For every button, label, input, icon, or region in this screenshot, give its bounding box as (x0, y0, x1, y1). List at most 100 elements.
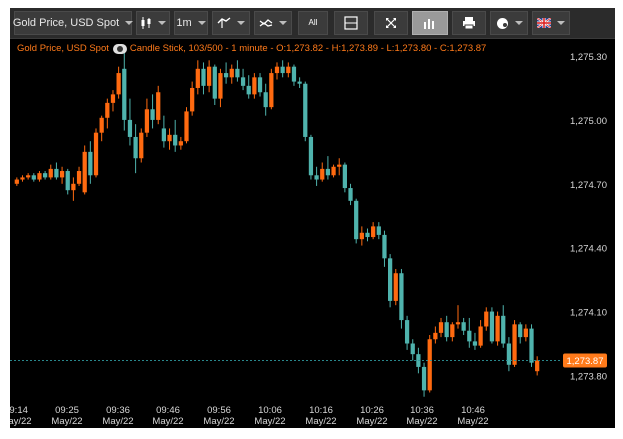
eye-icon[interactable] (112, 43, 127, 54)
candle-body (42, 173, 48, 178)
y-tick-label: 1,275.00 (570, 116, 607, 127)
candle-body (195, 68, 200, 88)
candlestick-chart[interactable]: 1,275.30 1,275.00 1,274.70 1,274.40 1,274.10… (10, 39, 615, 428)
interval-select[interactable]: 1m (174, 11, 208, 35)
candle-body (212, 66, 217, 99)
chevron-down-icon (514, 21, 523, 25)
candle-body (501, 315, 506, 344)
expand-button[interactable] (374, 11, 408, 35)
candle-body (472, 341, 478, 346)
candle-body (252, 77, 257, 95)
candle-body (133, 136, 138, 159)
candle-body (82, 151, 87, 193)
candle-body (518, 324, 523, 338)
x-tick-time: 10:06 (258, 405, 282, 416)
crosshair-button[interactable] (334, 11, 368, 35)
candle-body (156, 92, 161, 120)
candle-body (26, 175, 31, 178)
candle-body (297, 81, 302, 84)
candle-body (286, 66, 291, 74)
compare-icon (259, 19, 273, 27)
candle-body (529, 328, 534, 363)
x-tick-date: May/22 (254, 416, 285, 427)
y-tick-label: 1,275.30 (570, 52, 607, 63)
chart-type-select[interactable] (136, 11, 170, 35)
x-tick-date: May/22 (305, 416, 336, 427)
candle-body (269, 73, 274, 108)
candle-body (167, 134, 172, 142)
print-button[interactable] (452, 11, 486, 35)
chart-area[interactable]: 1,275.30 1,275.00 1,274.70 1,274.40 1,274.10… (10, 39, 615, 428)
candle-body (257, 77, 263, 93)
fullscreen-all-button[interactable]: All (298, 11, 328, 35)
candle-body (31, 175, 36, 180)
candle-body (410, 343, 415, 355)
chevron-down-icon (237, 21, 245, 25)
candle-body (455, 322, 461, 325)
candle-body (93, 132, 99, 176)
candlestick-icon (141, 17, 151, 29)
x-tick-date: May/22 (203, 416, 234, 427)
candle-body (421, 366, 427, 391)
bar-chart-icon (424, 19, 434, 29)
candle-body (127, 119, 133, 137)
expand-icon (386, 18, 396, 28)
x-tick-time: 10:26 (360, 405, 384, 416)
candle-body (218, 73, 223, 99)
crosshair-icon (344, 16, 358, 30)
y-tick-label: 1,274.40 (570, 244, 607, 255)
settings-button[interactable] (490, 11, 528, 35)
candle-body (161, 128, 167, 142)
candle-body (376, 226, 381, 235)
candle-body (512, 324, 517, 365)
y-tick-label: 1,274.70 (570, 180, 607, 191)
candle-body (331, 166, 336, 176)
candle-body (76, 171, 82, 184)
candle-body (263, 92, 268, 108)
candle-body (178, 141, 183, 146)
x-tick-time: 09:36 (106, 405, 130, 416)
candle-body (535, 360, 540, 372)
candle-body (71, 183, 76, 191)
candle-body (359, 232, 364, 240)
candle-body (495, 315, 500, 342)
candle-body (365, 232, 370, 238)
candle-body (139, 132, 144, 159)
candle-body (342, 164, 347, 189)
chart-legend: Gold Price, USD Spot Candle Stick, 103/5… (17, 43, 486, 54)
instrument-select[interactable]: Gold Price, USD Spot (13, 11, 134, 35)
candle-body (240, 77, 246, 86)
bar-chart-button[interactable] (412, 11, 448, 35)
fullscreen-all-label: All (308, 18, 318, 27)
candle-body (484, 311, 489, 327)
x-tick-date: May/22 (457, 416, 488, 427)
candle-body (280, 66, 285, 74)
candle-body (274, 66, 280, 74)
chart-widget: Gold Price, USD Spot 1m All (10, 8, 615, 428)
candle-body (14, 179, 19, 184)
candle-body (150, 109, 155, 120)
candle-body (65, 171, 70, 191)
candle-body (354, 200, 359, 240)
candle-body (235, 68, 240, 78)
candle-body (387, 258, 393, 301)
candle-body (393, 273, 398, 301)
chevron-down-icon (557, 21, 565, 25)
candle-body (223, 73, 229, 78)
interval-select-label: 1m (176, 17, 192, 29)
candle-body (116, 73, 121, 95)
candle-body (122, 68, 127, 120)
chevron-down-icon (279, 21, 287, 25)
chart-toolbar: Gold Price, USD Spot 1m All (10, 8, 615, 39)
candle-body (325, 168, 331, 176)
candle-body (450, 324, 455, 338)
language-select[interactable] (532, 11, 570, 35)
compare-button[interactable] (254, 11, 292, 35)
palette-icon (496, 17, 508, 29)
candle-body (320, 168, 325, 180)
candle-body (444, 322, 449, 338)
candle-body (337, 164, 342, 167)
candle-body (506, 343, 512, 365)
indicators-button[interactable] (212, 11, 250, 35)
